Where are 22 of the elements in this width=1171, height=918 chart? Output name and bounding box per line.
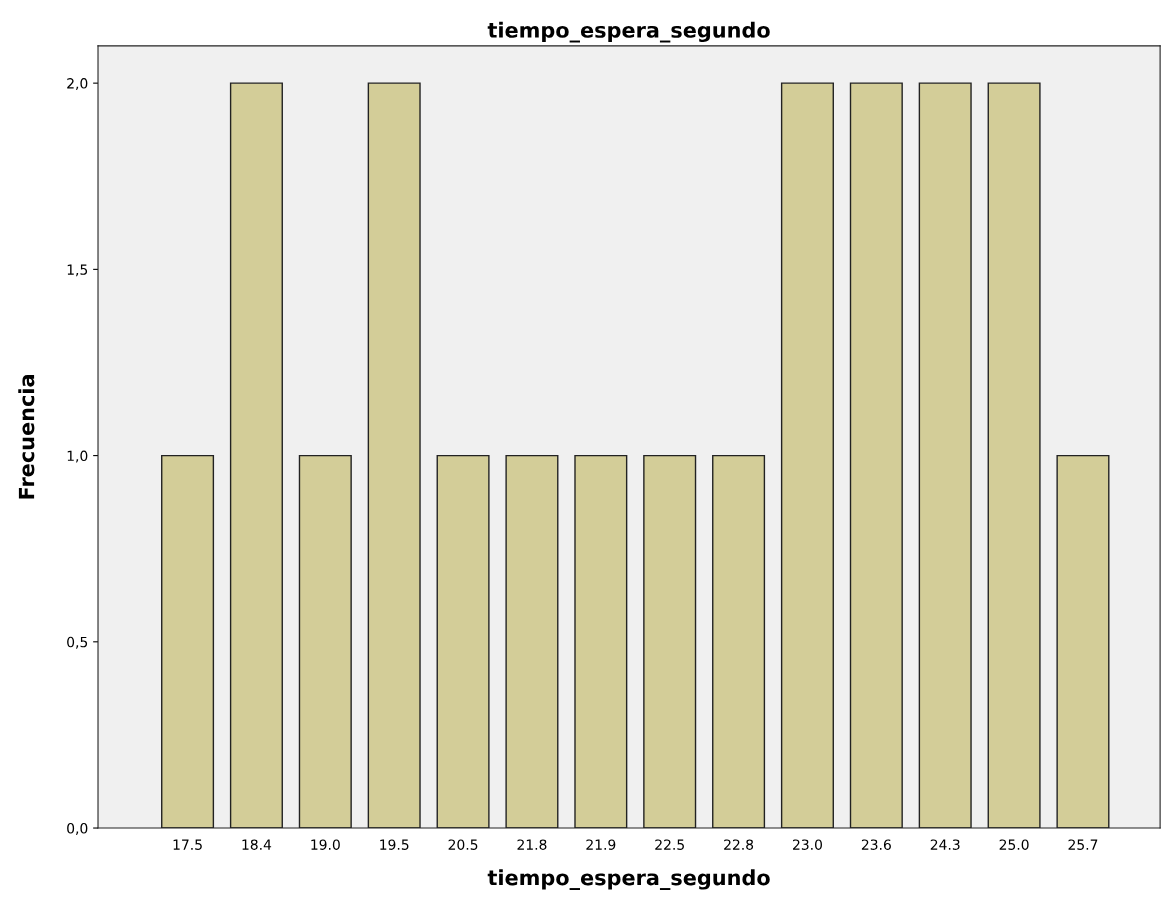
x-axis-title: tiempo_espera_segundo xyxy=(487,869,770,890)
y-tick-label: 1,5 xyxy=(67,264,88,277)
y-tick-label: 0,5 xyxy=(67,636,88,649)
x-tick-label: 19.0 xyxy=(311,839,340,850)
x-tick-label: 23.6 xyxy=(861,839,891,850)
x-tick-label: 21.9 xyxy=(586,839,616,850)
x-tick-label: 23.0 xyxy=(793,839,822,850)
x-tick-label: 22.8 xyxy=(724,839,754,850)
x-tick-label: 25.7 xyxy=(1068,839,1098,850)
x-tick-label: 21.8 xyxy=(517,839,547,850)
y-tick-label: 2,0 xyxy=(67,78,88,91)
x-tick-label: 24.3 xyxy=(930,839,960,850)
y-tick-label: 0,0 xyxy=(67,823,88,835)
x-tick-label: 19.5 xyxy=(380,839,409,850)
y-tick-label: 1,0 xyxy=(67,450,88,463)
x-tick-label: 20.5 xyxy=(448,839,478,850)
y-axis-title: Frecuencia xyxy=(18,375,35,499)
x-tick-label: 17.5 xyxy=(173,839,202,850)
x-tick-label: 18.4 xyxy=(242,839,272,850)
x-tick-label: 22.5 xyxy=(655,839,684,850)
x-tick-label: 25.0 xyxy=(999,839,1029,850)
chart-title: tiempo_espera_segundo xyxy=(487,21,770,43)
